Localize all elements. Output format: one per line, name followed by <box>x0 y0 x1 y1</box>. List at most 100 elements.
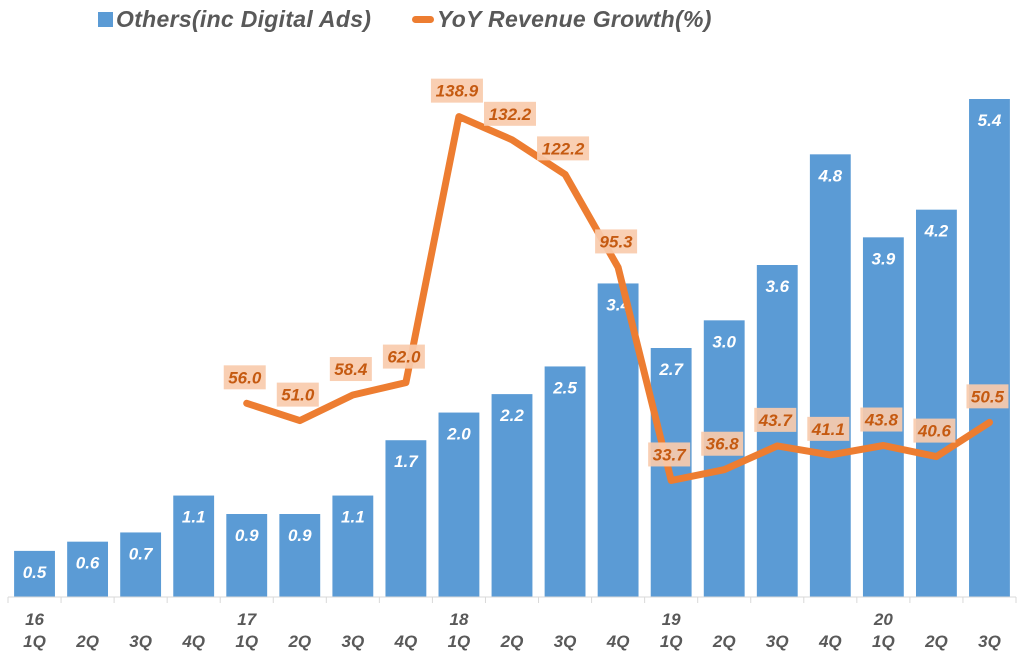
line-data-label: 132.2 <box>489 105 532 124</box>
x-tick-label-quarter: 3Q <box>978 632 1001 651</box>
bar-data-label: 2.0 <box>446 425 471 444</box>
bar-data-label: 0.9 <box>235 526 259 545</box>
bar-data-label: 3.0 <box>712 332 736 351</box>
x-tick-label-quarter: 2Q <box>287 632 311 651</box>
legend-label-line: YoY Revenue Growth(%) <box>437 6 712 32</box>
bar <box>226 514 268 597</box>
bar-data-label: 3.9 <box>872 249 896 268</box>
bar <box>173 495 215 597</box>
line-label-box <box>329 357 372 382</box>
bar-data-label: 1.1 <box>341 508 365 527</box>
line-data-label: 95.3 <box>600 232 634 251</box>
x-tick-label-quarter: 1Q <box>23 632 46 651</box>
legend-swatch-line <box>412 16 434 23</box>
x-axis-labels: 1Q 16 2Q 3Q 4Q 1Q 17 2Q 3Q 4Q 1Q 18 2Q 3Q 4Q 1Q 19 2Q 3Q 4Q… <box>23 610 1001 651</box>
bar <box>703 320 745 597</box>
x-tick-label-quarter: 2Q <box>500 632 524 651</box>
bar-series: 0.5 0.6 0.71.10.9 0.91.11.72.02.22.53.42.73… <box>14 99 1010 598</box>
x-tick-label-quarter: 2Q <box>712 632 736 651</box>
line-label-box <box>276 382 319 407</box>
bar <box>809 154 851 598</box>
line-label-box <box>223 365 266 390</box>
x-tick-label-quarter: 4Q <box>606 632 630 651</box>
bar <box>332 495 374 597</box>
bar <box>491 394 533 597</box>
line-label-box <box>537 136 590 161</box>
x-tick-label-quarter: 4Q <box>394 632 418 651</box>
legend: Others(inc Digital Ads) YoY Revenue Grow… <box>0 4 1024 44</box>
bar-data-label: 1.1 <box>182 508 206 527</box>
line-data-label: 41.1 <box>811 420 845 439</box>
legend-swatch-bar <box>98 12 113 27</box>
bar-data-label: 2.2 <box>499 406 524 425</box>
line-data-label: 36.8 <box>706 435 740 454</box>
bar <box>969 99 1010 597</box>
line-data-label: 56.0 <box>228 368 262 387</box>
line-data-label: 122.2 <box>542 139 585 158</box>
line-series: 56.0 51.0 58.4 62.0 138.9 132.2 122.2 95.3 33.7 3… <box>223 78 1009 484</box>
x-tick-label-year: 18 <box>449 610 468 629</box>
bar-data-label: 1.7 <box>394 452 419 471</box>
bar-data-label: 0.6 <box>76 554 100 573</box>
x-axis-ticks <box>7 597 1017 603</box>
x-tick-label-quarter: 1Q <box>660 632 683 651</box>
bar-data-label: 0.9 <box>288 526 312 545</box>
line-data-label: 138.9 <box>436 82 479 101</box>
bar <box>438 412 480 597</box>
line-data-label: 50.5 <box>971 387 1005 406</box>
bar <box>120 532 162 597</box>
bar-data-label: 5.4 <box>978 111 1002 130</box>
x-tick-label-year: 16 <box>25 610 44 629</box>
bar-data-label: 0.7 <box>129 544 154 563</box>
x-tick-label-quarter: 3Q <box>766 632 789 651</box>
line-label-box <box>382 344 425 369</box>
x-tick-label-year: 20 <box>873 610 893 629</box>
line-label-box <box>860 407 903 432</box>
line-data-label: 40.6 <box>917 422 952 441</box>
line-label-box <box>648 442 691 467</box>
legend-item-bars: Others(inc Digital Ads) <box>98 6 371 33</box>
line-label-box <box>966 384 1009 409</box>
bar-data-label: 4.8 <box>817 166 842 185</box>
line-path <box>243 113 993 484</box>
bar-data-label: 2.5 <box>552 378 577 397</box>
line-label-box <box>913 418 956 443</box>
x-tick-label-quarter: 4Q <box>818 632 842 651</box>
bar-data-label: 4.2 <box>924 222 949 241</box>
bar <box>544 366 586 597</box>
line-label-box <box>754 407 797 432</box>
line-label-box <box>595 229 638 254</box>
x-tick-label-quarter: 3Q <box>554 632 577 651</box>
line-label-box <box>701 431 744 456</box>
legend-item-line: YoY Revenue Growth(%) <box>412 6 712 33</box>
x-tick-label-quarter: 3Q <box>341 632 364 651</box>
x-tick-label-quarter: 3Q <box>129 632 152 651</box>
bar <box>279 514 321 597</box>
x-tick-label-quarter: 1Q <box>872 632 895 651</box>
bar-data-label: 3.6 <box>765 277 789 296</box>
x-tick-label-quarter: 2Q <box>924 632 948 651</box>
line-data-label: 58.4 <box>334 360 368 379</box>
bar <box>385 440 427 597</box>
bar-data-label: 2.7 <box>658 360 684 379</box>
x-tick-label-year: 19 <box>662 610 681 629</box>
line-data-label: 43.7 <box>758 411 794 430</box>
x-tick-label-quarter: 4Q <box>181 632 205 651</box>
line-label-box <box>807 416 850 441</box>
x-tick-label-year: 17 <box>237 610 257 629</box>
line-label-box <box>484 101 536 126</box>
bar <box>67 541 109 597</box>
line-data-label: 43.8 <box>864 411 899 430</box>
line-label-box <box>430 78 483 103</box>
bar <box>14 550 55 597</box>
legend-label-bars: Others(inc Digital Ads) <box>116 6 372 32</box>
x-tick-label-quarter: 2Q <box>75 632 99 651</box>
x-tick-label-quarter: 1Q <box>448 632 471 651</box>
line-data-label: 33.7 <box>653 445 688 464</box>
line-data-label: 62.0 <box>387 348 421 367</box>
line-data-label: 51.0 <box>281 386 315 405</box>
bar-data-label: 0.5 <box>23 563 47 582</box>
x-tick-label-quarter: 1Q <box>235 632 258 651</box>
bar <box>915 209 957 597</box>
